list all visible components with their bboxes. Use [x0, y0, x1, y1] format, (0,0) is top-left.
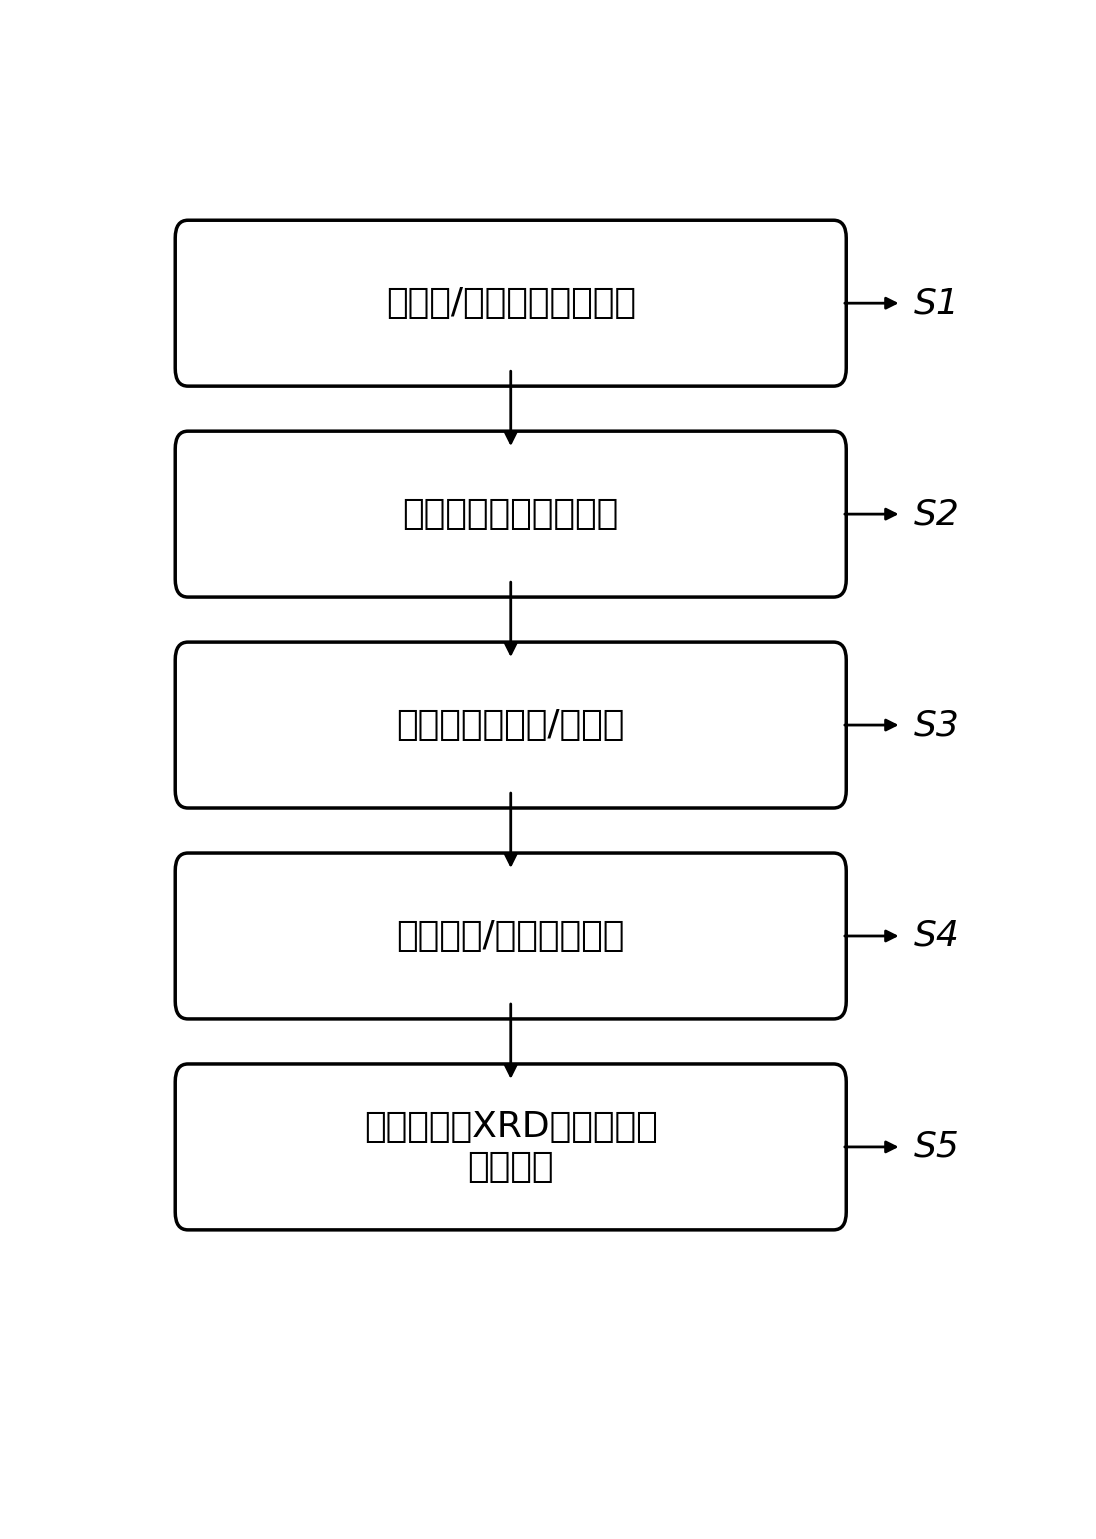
Text: S3: S3: [914, 708, 960, 742]
Text: S2: S2: [914, 497, 960, 531]
Text: S5: S5: [914, 1130, 960, 1163]
Text: 选择失效或待检测极片: 选择失效或待检测极片: [402, 497, 619, 531]
Text: S1: S1: [914, 286, 960, 320]
Text: 从露点房/手套筱中取出: 从露点房/手套筱中取出: [397, 919, 625, 953]
FancyBboxPatch shape: [175, 642, 846, 808]
FancyBboxPatch shape: [175, 220, 846, 386]
Text: S4: S4: [914, 919, 960, 953]
Text: 进行相应的XRD、阻抗、金
相测试等: 进行相应的XRD、阻抗、金 相测试等: [364, 1110, 658, 1183]
Text: 露点房/手套筱中解剖电芯: 露点房/手套筱中解剖电芯: [386, 286, 636, 320]
FancyBboxPatch shape: [175, 853, 846, 1019]
FancyBboxPatch shape: [175, 431, 846, 597]
FancyBboxPatch shape: [175, 1063, 846, 1230]
Text: 在极片上贴胶带/加工装: 在极片上贴胶带/加工装: [397, 708, 625, 742]
